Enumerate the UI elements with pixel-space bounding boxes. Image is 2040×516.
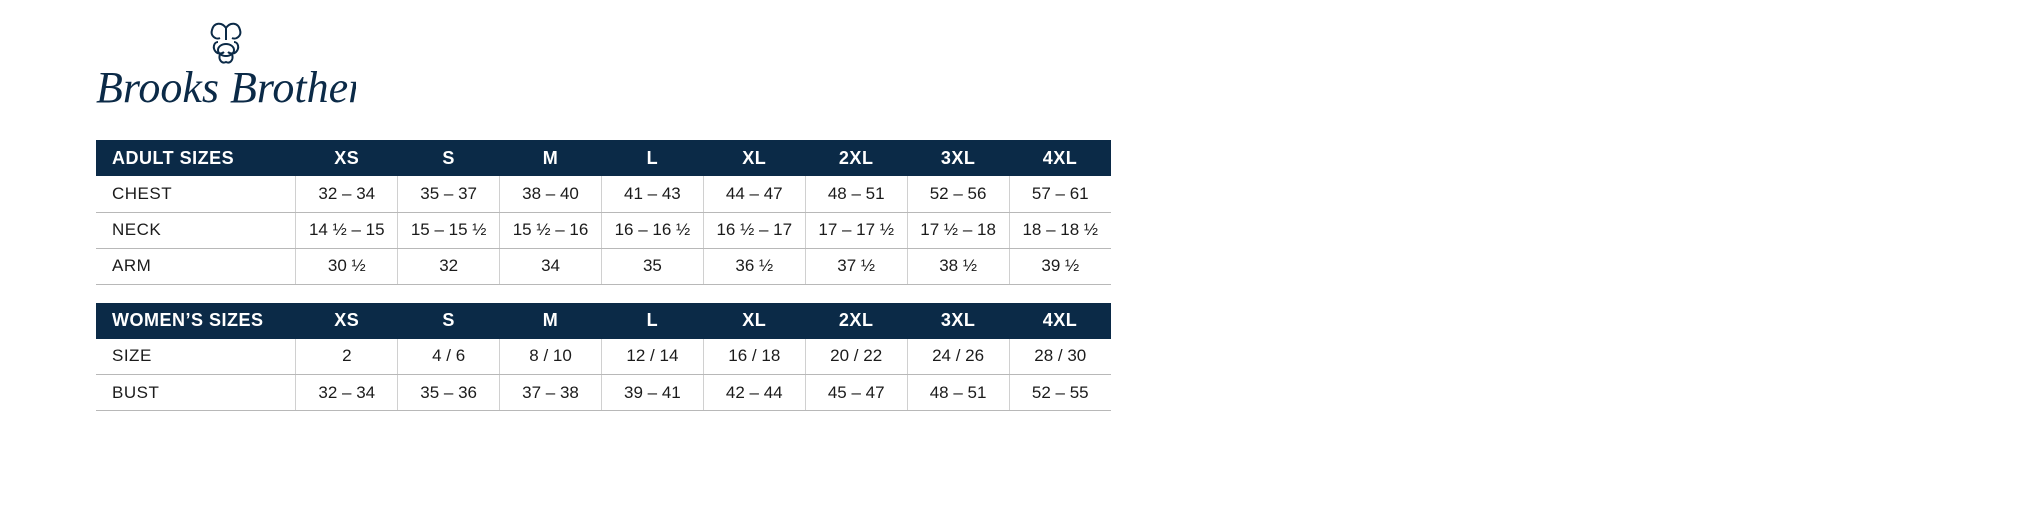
size-cell: 35 – 37: [398, 176, 500, 212]
row-label: ARM: [96, 248, 296, 284]
size-cell: 34: [500, 248, 602, 284]
size-column-header: M: [500, 303, 602, 339]
size-column-header: 3XL: [907, 303, 1009, 339]
size-cell: 30 ½: [296, 248, 398, 284]
size-column-header: XL: [703, 303, 805, 339]
size-cell: 39 – 41: [601, 375, 703, 411]
size-column-header: M: [500, 140, 602, 176]
table-title: ADULT SIZES: [96, 140, 296, 176]
size-cell: 17 – 17 ½: [805, 212, 907, 248]
brand-logo: Brooks Brothers: [96, 20, 2040, 116]
size-cell: 37 – 38: [500, 375, 602, 411]
size-column-header: S: [398, 140, 500, 176]
size-column-header: 4XL: [1009, 303, 1111, 339]
size-cell: 4 / 6: [398, 339, 500, 375]
size-cell: 28 / 30: [1009, 339, 1111, 375]
size-column-header: L: [601, 303, 703, 339]
size-column-header: 2XL: [805, 303, 907, 339]
size-cell: 32: [398, 248, 500, 284]
size-cell: 12 / 14: [601, 339, 703, 375]
size-cell: 17 ½ – 18: [907, 212, 1009, 248]
size-cell: 20 / 22: [805, 339, 907, 375]
size-cell: 16 / 18: [703, 339, 805, 375]
size-cell: 39 ½: [1009, 248, 1111, 284]
row-label: SIZE: [96, 339, 296, 375]
size-table: WOMEN’S SIZESXSSMLXL2XL3XL4XLSIZE24 / 68…: [96, 303, 1111, 412]
size-cell: 8 / 10: [500, 339, 602, 375]
size-column-header: S: [398, 303, 500, 339]
table-row: NECK14 ½ – 1515 – 15 ½15 ½ – 1616 – 16 ½…: [96, 212, 1111, 248]
size-cell: 24 / 26: [907, 339, 1009, 375]
size-cell: 14 ½ – 15: [296, 212, 398, 248]
size-cell: 42 – 44: [703, 375, 805, 411]
size-cell: 15 – 15 ½: [398, 212, 500, 248]
size-cell: 41 – 43: [601, 176, 703, 212]
size-cell: 52 – 55: [1009, 375, 1111, 411]
table-title: WOMEN’S SIZES: [96, 303, 296, 339]
size-cell: 2: [296, 339, 398, 375]
size-cell: 48 – 51: [805, 176, 907, 212]
size-cell: 32 – 34: [296, 176, 398, 212]
size-column-header: L: [601, 140, 703, 176]
size-cell: 48 – 51: [907, 375, 1009, 411]
size-cell: 52 – 56: [907, 176, 1009, 212]
table-row: BUST32 – 3435 – 3637 – 3839 – 4142 – 444…: [96, 375, 1111, 411]
size-cell: 16 – 16 ½: [601, 212, 703, 248]
row-label: BUST: [96, 375, 296, 411]
size-cell: 38 – 40: [500, 176, 602, 212]
size-table: ADULT SIZESXSSMLXL2XL3XL4XLCHEST32 – 343…: [96, 140, 1111, 285]
size-column-header: XS: [296, 140, 398, 176]
size-cell: 18 – 18 ½: [1009, 212, 1111, 248]
size-cell: 16 ½ – 17: [703, 212, 805, 248]
size-cell: 15 ½ – 16: [500, 212, 602, 248]
size-cell: 32 – 34: [296, 375, 398, 411]
size-column-header: 2XL: [805, 140, 907, 176]
table-row: SIZE24 / 68 / 1012 / 1416 / 1820 / 2224 …: [96, 339, 1111, 375]
row-label: CHEST: [96, 176, 296, 212]
size-cell: 44 – 47: [703, 176, 805, 212]
size-cell: 57 – 61: [1009, 176, 1111, 212]
size-cell: 35 – 36: [398, 375, 500, 411]
size-cell: 37 ½: [805, 248, 907, 284]
table-row: CHEST32 – 3435 – 3738 – 4041 – 4344 – 47…: [96, 176, 1111, 212]
table-row: ARM30 ½32343536 ½37 ½38 ½39 ½: [96, 248, 1111, 284]
svg-text:Brooks Brothers: Brooks Brothers: [96, 63, 356, 112]
size-column-header: XS: [296, 303, 398, 339]
size-cell: 35: [601, 248, 703, 284]
row-label: NECK: [96, 212, 296, 248]
size-cell: 38 ½: [907, 248, 1009, 284]
size-column-header: 4XL: [1009, 140, 1111, 176]
size-cell: 45 – 47: [805, 375, 907, 411]
size-cell: 36 ½: [703, 248, 805, 284]
size-column-header: 3XL: [907, 140, 1009, 176]
size-column-header: XL: [703, 140, 805, 176]
